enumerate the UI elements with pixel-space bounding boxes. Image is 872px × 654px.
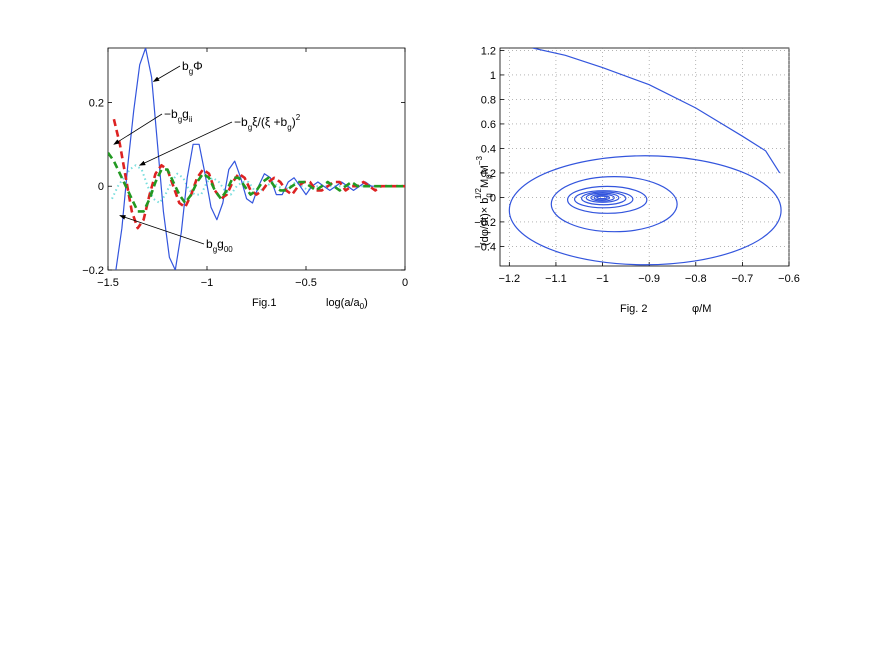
- fig2-trajectory-loop-0: [508, 155, 782, 266]
- fig2-ytick-label: 0.2: [481, 168, 496, 180]
- fig1-annotations: bgΦ −bggii −bgξ/(ξ +bg)2 bgg00: [113, 59, 301, 254]
- fig2-ytick-label: 0.4: [481, 143, 496, 155]
- fig2-series: [508, 48, 782, 266]
- fig1-ytick-label: 0: [98, 181, 104, 193]
- fig1-xtick-label: −1.5: [97, 277, 119, 289]
- fig1-plot-area: [107, 47, 406, 271]
- fig2-trajectory-loop-1: [550, 175, 678, 233]
- fig2-xtick-label: −1.1: [545, 273, 567, 285]
- fig2-xtick-label: −0.6: [778, 273, 800, 285]
- fig1-chart: −1.5 −1 −0.5 0 −0.2 0 0.2 bgΦ −bggii −bgξ/(ξ +bg…: [82, 47, 408, 311]
- fig2-trajectory-loop-3: [573, 190, 634, 209]
- fig2-trajectory-loop-8: [596, 195, 608, 200]
- fig2-chart: −1.2 −1.1 −1 −0.9 −0.8 −0.7 −0.6 −0.4 −0.2 0 0.2 0.…: [474, 45, 800, 315]
- fig2-trajectory-loop-2: [566, 185, 648, 214]
- fig2-ytick-label: −0.2: [474, 217, 496, 229]
- fig2-ytick-label: 0.6: [481, 119, 496, 131]
- fig2-xtick-label: −1: [596, 273, 609, 285]
- fig2-ticks: −1.2 −1.1 −1 −0.9 −0.8 −0.7 −0.6 −0.4 −0.2 0 0.2 0.…: [474, 45, 800, 285]
- fig2-xtick-label: −0.7: [732, 273, 754, 285]
- fig1-annotation-label: −bgξ/(ξ +bg)2: [234, 113, 301, 132]
- fig2-trajectory-entry: [532, 48, 781, 174]
- fig1-xlabel: log(a/a0): [326, 297, 368, 311]
- fig1-annotation-label: bgg00: [206, 237, 233, 254]
- fig2-trajectory-loop-4: [580, 191, 627, 206]
- fig2-xtick-label: −0.8: [685, 273, 707, 285]
- fig2-ytick-label: −0.4: [474, 241, 496, 253]
- fig2-trajectory-loop-7: [593, 194, 611, 201]
- fig2-ytick-label: 0.8: [481, 94, 496, 106]
- fig2-trajectory-loop-5: [585, 192, 620, 203]
- fig2-xtick-label: −0.9: [638, 273, 660, 285]
- fig2-plot-area: [499, 47, 790, 267]
- fig1-annotation-arrow: [138, 121, 233, 166]
- fig1-annotation-label: bgΦ: [182, 59, 203, 76]
- fig1-annotation-arrow: [152, 65, 181, 82]
- fig2-ytick-label: 1.2: [481, 45, 496, 57]
- fig1-caption: Fig.1: [252, 297, 276, 309]
- fig1-xtick-label: −0.5: [295, 277, 317, 289]
- fig1-series-line-2: [108, 151, 405, 213]
- fig2-xtick-label: −1.2: [498, 273, 520, 285]
- fig1-annotation-label: −bggii: [164, 107, 193, 124]
- fig2-grid: [500, 48, 790, 266]
- fig2-ytick-label: 0: [490, 192, 496, 204]
- fig1-ytick-label: −0.2: [82, 265, 104, 277]
- fig1-ytick-label: 0.2: [89, 97, 104, 109]
- fig1-annotation-arrow: [113, 113, 163, 145]
- fig2-ytick-label: 1: [490, 70, 496, 82]
- fig2-caption: Fig. 2: [620, 303, 648, 315]
- fig2-xlabel: φ/M: [692, 303, 711, 315]
- fig2-trajectory-loop-6: [590, 193, 615, 202]
- fig1-xtick-label: 0: [402, 277, 408, 289]
- fig1-xtick-label: −1: [201, 277, 214, 289]
- fig1-series: [108, 48, 405, 270]
- fig2-ylabel: (dφ/dt)× bg1/2MpM−3: [474, 156, 493, 246]
- fig1-annotation-arrow: [119, 215, 205, 245]
